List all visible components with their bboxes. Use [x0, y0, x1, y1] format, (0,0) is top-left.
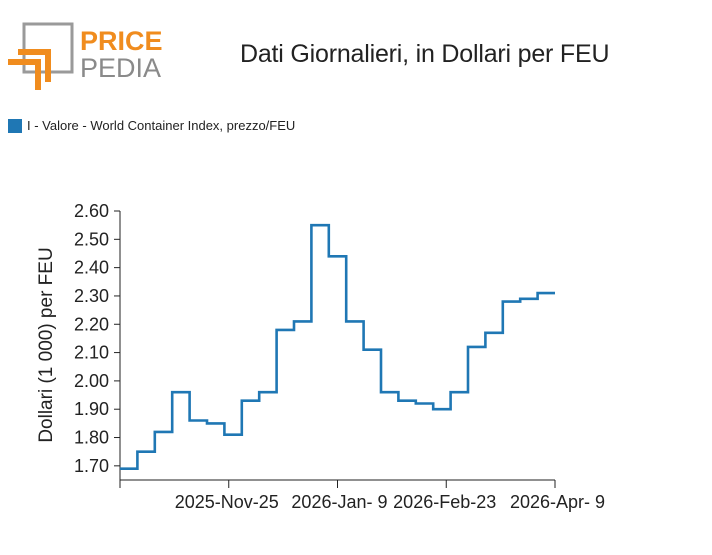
- y-tick-label: 2.60: [74, 201, 109, 221]
- pricepedia-logo: PRICE PEDIA: [8, 22, 163, 90]
- y-tick-label: 1.90: [74, 399, 109, 419]
- x-tick-label: 2026-Feb-23: [393, 492, 496, 512]
- legend-label: I - Valore - World Container Index, prez…: [27, 118, 296, 133]
- x-tick-label: 2025-Nov-25: [175, 492, 279, 512]
- y-tick-label: 1.70: [74, 456, 109, 476]
- y-tick-label: 2.30: [74, 286, 109, 306]
- logo-mark-icon: [8, 22, 74, 90]
- y-axis: 1.70 1.80 1.90 2.00 2.10 2.20 2.30 2.40 2.50 2.60: [74, 201, 121, 480]
- chart-title: Dati Giornalieri, in Dollari per FEU: [240, 40, 610, 68]
- series-layer: [120, 223, 555, 470]
- legend-swatch: [8, 118, 22, 133]
- y-tick-label: 1.80: [74, 428, 109, 448]
- y-axis-label: Dollari (1 000) per FEU: [36, 247, 57, 442]
- y-tick-label: 2.00: [74, 371, 109, 391]
- x-tick-label: 2026-Jan- 9: [291, 492, 387, 512]
- legend: I - Valore - World Container Index, prez…: [8, 118, 295, 133]
- x-tick-label: 2026-Apr- 9: [510, 492, 605, 512]
- logo-text-top: PRICE: [80, 26, 163, 56]
- x-axis: 2025-Nov-25 2026-Jan- 9 2026-Feb-23 2026-Ap…: [119, 479, 605, 512]
- y-tick-label: 2.50: [74, 229, 109, 249]
- y-tick-label: 2.10: [74, 343, 109, 363]
- logo-text-bottom: PEDIA: [80, 53, 161, 83]
- series-line: [120, 223, 555, 470]
- y-tick-label: 2.40: [74, 258, 109, 278]
- y-tick-label: 2.20: [74, 314, 109, 334]
